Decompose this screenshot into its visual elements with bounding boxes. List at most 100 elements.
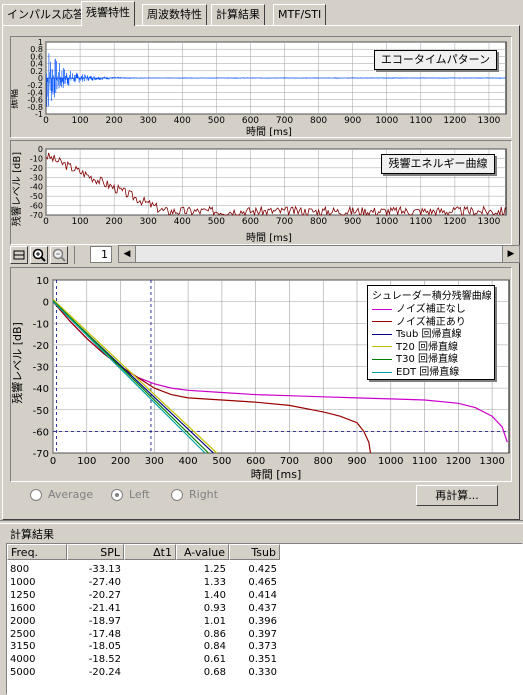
- legend-item: ノイズ補正あり: [372, 313, 466, 328]
- x-tick-label: 200: [106, 116, 123, 126]
- column-header-freq[interactable]: Freq.: [7, 544, 67, 560]
- radio-right[interactable]: Right: [171, 488, 218, 502]
- table-cell: 0.396: [248, 615, 277, 627]
- series-line-1: [52, 301, 372, 454]
- x-tick-label: 100: [71, 116, 88, 126]
- fit-view-icon: [13, 250, 25, 260]
- table-cell: -18.52: [88, 654, 121, 666]
- fit-view-button[interactable]: [10, 246, 28, 264]
- radio-left-dot[interactable]: [111, 489, 123, 501]
- table-cell: -27.40: [88, 576, 121, 588]
- y-tick-label: -20: [33, 341, 49, 352]
- zoom-in-icon: [32, 248, 46, 262]
- table-cell: -20.27: [88, 589, 121, 601]
- legend-title: シュレーダー積分残響曲線: [372, 291, 492, 302]
- column-header-a-value[interactable]: A-value: [176, 544, 229, 560]
- table-cell: -20.24: [88, 667, 121, 679]
- y-tick-label: 0: [38, 145, 43, 154]
- y-tick-label: -0.4: [27, 88, 43, 97]
- echo-ylabel: 振幅: [11, 89, 20, 109]
- scroll-right-icon[interactable]: ▶: [502, 246, 519, 262]
- legend-swatch: [372, 358, 392, 360]
- results-table: Freq. SPL Δt1 A-value Tsub 800 -33.13 1.25…: [6, 543, 523, 695]
- table-cell: [124, 629, 173, 641]
- x-tick-label: 0: [43, 217, 49, 227]
- table-cell: 2500: [10, 628, 36, 640]
- table-cell: [124, 590, 173, 602]
- radio-left-label: Left: [129, 488, 150, 501]
- legend-item: Tsub 回帰直線: [372, 325, 462, 340]
- table-cell: 1.33: [203, 576, 226, 588]
- x-tick-label: 600: [242, 116, 259, 126]
- x-tick-label: 700: [276, 217, 293, 227]
- recalculate-button[interactable]: 再計算...: [416, 485, 498, 506]
- column-header-tsub[interactable]: Tsub: [229, 544, 280, 560]
- radio-left[interactable]: Left: [111, 488, 150, 502]
- table-cell: -18.05: [88, 641, 121, 653]
- table-row[interactable]: 2500 -17.48 0.86 0.397: [7, 629, 522, 641]
- table-row[interactable]: 800 -33.13 1.25 0.425: [7, 564, 522, 576]
- page-number-field[interactable]: 1: [90, 246, 112, 263]
- tab-bar: インパルス応答 残響特性 周波数特性 計算結果 MTF/STI: [0, 0, 523, 26]
- x-tick-label: 1300: [478, 217, 501, 227]
- legend-swatch: [372, 371, 392, 373]
- tab-impulse-response[interactable]: インパルス応答: [2, 4, 89, 25]
- table-cell: 0.93: [203, 602, 226, 614]
- x-tick-label: 1000: [375, 116, 398, 126]
- column-header-spl[interactable]: SPL: [67, 544, 124, 560]
- radio-average[interactable]: Average: [30, 488, 93, 502]
- table-row[interactable]: 2000 -18.97 1.01 0.396: [7, 616, 522, 628]
- tab-results[interactable]: 計算結果: [211, 4, 265, 25]
- y-tick-label: -0.8: [27, 103, 43, 112]
- table-row[interactable]: 3150 -18.05 0.84 0.373: [7, 641, 522, 653]
- y-tick-label: -50: [33, 406, 49, 417]
- column-header-dt1[interactable]: Δt1: [124, 544, 176, 560]
- scroll-left-icon[interactable]: ◀: [119, 246, 136, 262]
- y-tick-label: -20: [30, 164, 43, 173]
- tab-mtf-sti[interactable]: MTF/STI: [273, 4, 327, 25]
- zoom-in-button[interactable]: [30, 246, 48, 264]
- table-row[interactable]: 1250 -20.27 1.40 0.414: [7, 590, 522, 602]
- y-tick-label: -70: [30, 211, 43, 220]
- table-row[interactable]: 1600 -21.41 0.93 0.437: [7, 603, 522, 615]
- table-cell: 0.414: [248, 589, 277, 601]
- tab-frequency[interactable]: 周波数特性: [142, 4, 207, 25]
- x-tick-label: 300: [140, 217, 157, 227]
- y-tick-label: -10: [30, 154, 43, 163]
- zoom-out-button[interactable]: [50, 246, 68, 264]
- series-line-5: [52, 301, 206, 454]
- table-cell: 0.373: [248, 641, 277, 653]
- table-cell: 0.437: [248, 602, 277, 614]
- energy-curve-line: [45, 152, 506, 217]
- legend-item: EDT 回帰直線: [372, 363, 459, 378]
- toolbar-separator: [74, 246, 75, 264]
- table-row[interactable]: 5000 -20.24 0.68 0.330: [7, 667, 522, 679]
- table-row[interactable]: 1000 -27.40 1.33 0.465: [7, 577, 522, 589]
- table-cell: 1600: [10, 602, 36, 614]
- table-cell: [124, 667, 173, 679]
- legend-swatch: [372, 346, 392, 348]
- y-tick-label: 10: [36, 276, 49, 287]
- table-cell: -17.48: [88, 628, 121, 640]
- y-tick-label: -0.2: [27, 81, 43, 90]
- table-cell: 0.330: [248, 667, 277, 679]
- energy-curve-label: 残響エネルギー曲線: [381, 154, 495, 174]
- legend-swatch: [372, 333, 392, 335]
- table-cell: [124, 641, 173, 653]
- tab-reverberation[interactable]: 残響特性: [81, 1, 135, 26]
- x-tick-label: 1100: [409, 217, 432, 227]
- table-cell: -33.13: [88, 564, 121, 575]
- legend-swatch: [372, 321, 392, 323]
- table-row[interactable]: 4000 -18.52 0.61 0.351: [7, 654, 522, 666]
- y-tick-label: -60: [30, 202, 43, 211]
- series-line-3: [52, 299, 218, 454]
- table-cell: 1.25: [203, 564, 226, 575]
- radio-right-dot[interactable]: [171, 489, 183, 501]
- table-cell: 800: [10, 564, 30, 575]
- x-tick-label: 800: [314, 456, 333, 467]
- radio-average-dot[interactable]: [30, 489, 42, 501]
- x-tick-label: 0: [43, 116, 49, 126]
- x-tick-label: 200: [111, 456, 130, 467]
- x-tick-label: 0: [50, 456, 56, 467]
- time-scrollbar[interactable]: ◀ ▶: [118, 245, 520, 263]
